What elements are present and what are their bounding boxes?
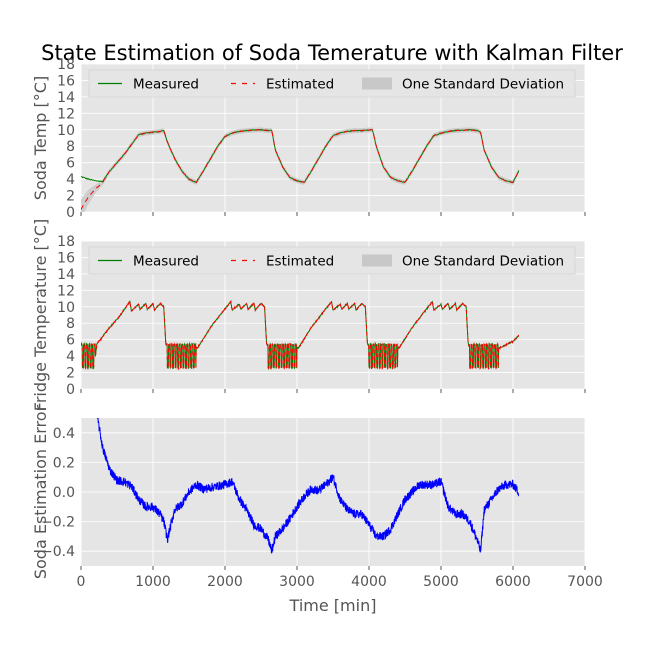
legend-label-band: One Standard Deviation	[402, 254, 564, 270]
y-tick-label: 4	[66, 172, 75, 188]
legend-label-band: One Standard Deviation	[402, 77, 564, 93]
x-tick-label: 4000	[351, 574, 387, 590]
series-estimated	[81, 300, 520, 371]
y-axis-label: Soda Temp [°C]	[31, 76, 50, 200]
x-tick-label: 5000	[423, 574, 459, 590]
legend-label-estimated: Estimated	[266, 77, 334, 93]
y-tick-label: 6	[66, 156, 75, 172]
legend-label-estimated: Estimated	[266, 254, 334, 270]
y-tick-label: 6	[66, 333, 75, 349]
y-tick-label: 4	[66, 349, 75, 365]
y-tick-label: 2	[66, 189, 75, 205]
legend-label-measured: Measured	[133, 254, 199, 270]
y-tick-label: 14	[57, 267, 75, 283]
legend-swatch-band	[362, 254, 392, 267]
y-tick-label: −0.4	[41, 544, 75, 560]
plot-area	[81, 299, 520, 371]
y-tick-label: 12	[57, 106, 75, 122]
y-tick-label: 10	[57, 300, 75, 316]
y-tick-label: 8	[66, 139, 75, 155]
y-tick-label: 16	[57, 73, 75, 89]
y-tick-label: 10	[57, 123, 75, 139]
y-tick-label: 18	[57, 234, 75, 250]
series-measured	[81, 128, 520, 184]
x-tick-label: 6000	[495, 574, 531, 590]
x-tick-label: 2000	[207, 574, 243, 590]
legend-box	[88, 69, 576, 98]
x-tick-label: 3000	[279, 574, 315, 590]
y-tick-label: 0	[66, 205, 75, 221]
y-tick-label: 0.4	[53, 426, 75, 442]
legend: Measured Estimated One Standard Deviation	[88, 69, 576, 98]
y-tick-label: 2	[66, 366, 75, 382]
figure-title: State Estimation of Soda Temerature with…	[41, 41, 623, 65]
y-tick-label: 0	[66, 382, 75, 398]
y-axis-label: Soda Estimation Error	[31, 404, 50, 579]
legend-label-measured: Measured	[133, 77, 199, 93]
plot-area	[97, 418, 520, 554]
y-tick-label: −0.2	[41, 515, 75, 531]
y-tick-label: 0.2	[53, 455, 75, 471]
y-tick-label: 12	[57, 283, 75, 299]
x-tick-label: 7000	[567, 574, 603, 590]
y-tick-label: 16	[57, 250, 75, 266]
x-tick-label: 0	[77, 574, 86, 590]
y-tick-label: 0.0	[53, 485, 75, 501]
x-axis-label: Time [min]	[289, 596, 377, 615]
series-error	[97, 418, 520, 554]
y-tick-label: 14	[57, 90, 75, 106]
plot-area	[81, 127, 520, 212]
legend: Measured Estimated One Standard Deviation	[88, 246, 576, 275]
y-tick-label: 8	[66, 316, 75, 332]
grid-lines	[80, 418, 586, 566]
y-tick-label: 18	[57, 57, 75, 73]
legend-box	[88, 246, 576, 275]
x-tick-label: 1000	[135, 574, 171, 590]
legend-swatch-band	[362, 77, 392, 90]
y-axis-label: Fridge Temperature [°C]	[31, 219, 50, 411]
